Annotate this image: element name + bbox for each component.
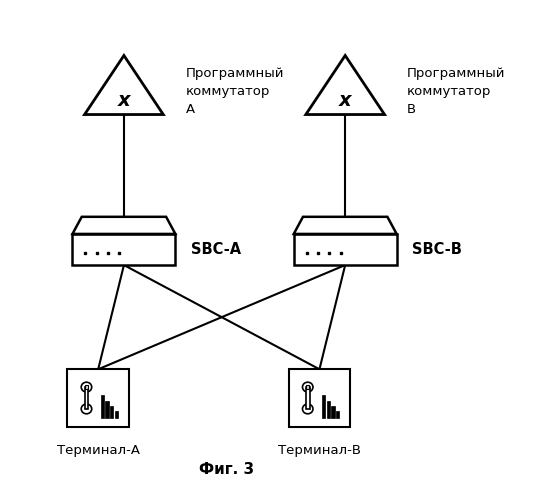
Polygon shape [85,55,163,115]
Text: x: x [117,91,130,110]
Text: x: x [339,91,352,110]
Bar [331,406,334,418]
Circle shape [81,382,92,392]
Bar [101,395,104,418]
Polygon shape [294,234,397,265]
Text: Фиг. 3: Фиг. 3 [199,462,255,477]
Circle shape [302,382,313,392]
Text: SBC-A: SBC-A [191,242,241,257]
Bar [322,395,325,418]
Bar [106,401,108,418]
Bar [327,401,330,418]
Text: Терминал-В: Терминал-В [278,444,361,457]
Bar [306,387,310,409]
Polygon shape [306,55,384,115]
Bar [115,411,118,418]
Text: Программный
коммутатор
А: Программный коммутатор А [185,67,284,116]
Polygon shape [68,369,129,427]
Bar [336,411,339,418]
Bar [85,386,88,389]
Bar [85,387,88,409]
Polygon shape [294,217,397,234]
Polygon shape [72,217,175,234]
Bar [306,386,309,389]
Polygon shape [72,234,175,265]
Polygon shape [288,369,351,427]
Text: Терминал-А: Терминал-А [57,444,140,457]
Circle shape [81,404,92,414]
Text: Программный
коммутатор
В: Программный коммутатор В [407,67,505,116]
Bar [110,406,113,418]
Circle shape [302,404,313,414]
Text: SBC-B: SBC-B [412,242,462,257]
